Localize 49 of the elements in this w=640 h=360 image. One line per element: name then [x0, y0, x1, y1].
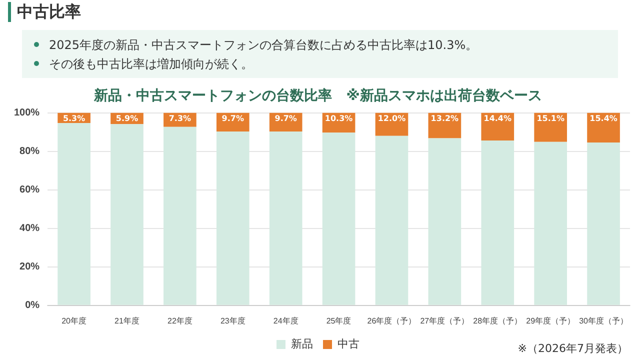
data-label: 5.9% [116, 114, 138, 123]
y-tick-label: 60% [20, 184, 40, 196]
x-tick-label: 26年度（予） [367, 316, 416, 326]
y-tick-label: 80% [20, 146, 40, 158]
data-label: 15.4% [590, 114, 618, 123]
chart-title: 中古比率 [8, 2, 81, 22]
data-label: 15.1% [536, 114, 564, 123]
data-label: 9.7% [222, 114, 244, 123]
data-label: 10.3% [324, 114, 353, 123]
bar [216, 131, 250, 305]
bar [58, 123, 90, 305]
data-label: 5.3% [62, 114, 86, 123]
bar [269, 131, 302, 305]
y-tick-label: 40% [20, 223, 40, 234]
text: 2025年度の新品・中古スマートフォンの合算台数に占める中古比率は10.3%。 [48, 37, 479, 54]
x-tick-label: 24年度 [273, 316, 298, 326]
data-label: 7.3% [168, 114, 192, 123]
x-tick-label: 22年度 [167, 316, 192, 326]
bar [534, 142, 567, 305]
bar [164, 126, 196, 305]
bar [322, 132, 356, 305]
data-label: 12.0% [378, 114, 406, 123]
y-tick-label: 0% [25, 300, 40, 312]
data-label: 9.7% [274, 114, 297, 123]
bar [534, 112, 567, 142]
x-tick-label: 20年度 [62, 316, 87, 326]
bar [481, 112, 514, 141]
bar [110, 124, 144, 305]
x-tick-label: 30年度（予） [579, 316, 628, 326]
data-label: 14.4% [484, 114, 512, 123]
chart-subtitle: 新品・中古スマートフォンの台数比率 ※新品スマホは出荷台数ベース [93, 87, 542, 104]
bar [481, 140, 514, 305]
text: その後も中古比率は増加傾向が続く。 [48, 56, 254, 73]
x-tick-label: 25年度 [326, 316, 352, 326]
bar [587, 142, 620, 305]
bar [428, 138, 462, 305]
y-tick-label: 20% [20, 262, 40, 273]
x-tick-label: 21年度 [114, 316, 140, 326]
legend-label: 新品 [291, 338, 313, 351]
y-tick-label: 100% [14, 108, 40, 119]
data-label: 13.2% [430, 114, 459, 123]
bar [375, 136, 408, 305]
x-tick-label: 27年度（予） [420, 316, 470, 326]
legend-label: 中古 [338, 338, 360, 351]
x-tick-label: 28年度（予） [473, 316, 522, 326]
x-tick-label: 29年度（予） [526, 316, 576, 326]
x-tick-label: 23年度 [220, 316, 246, 326]
bar [587, 112, 620, 142]
text: ※（2026年7月発表） [518, 341, 628, 356]
